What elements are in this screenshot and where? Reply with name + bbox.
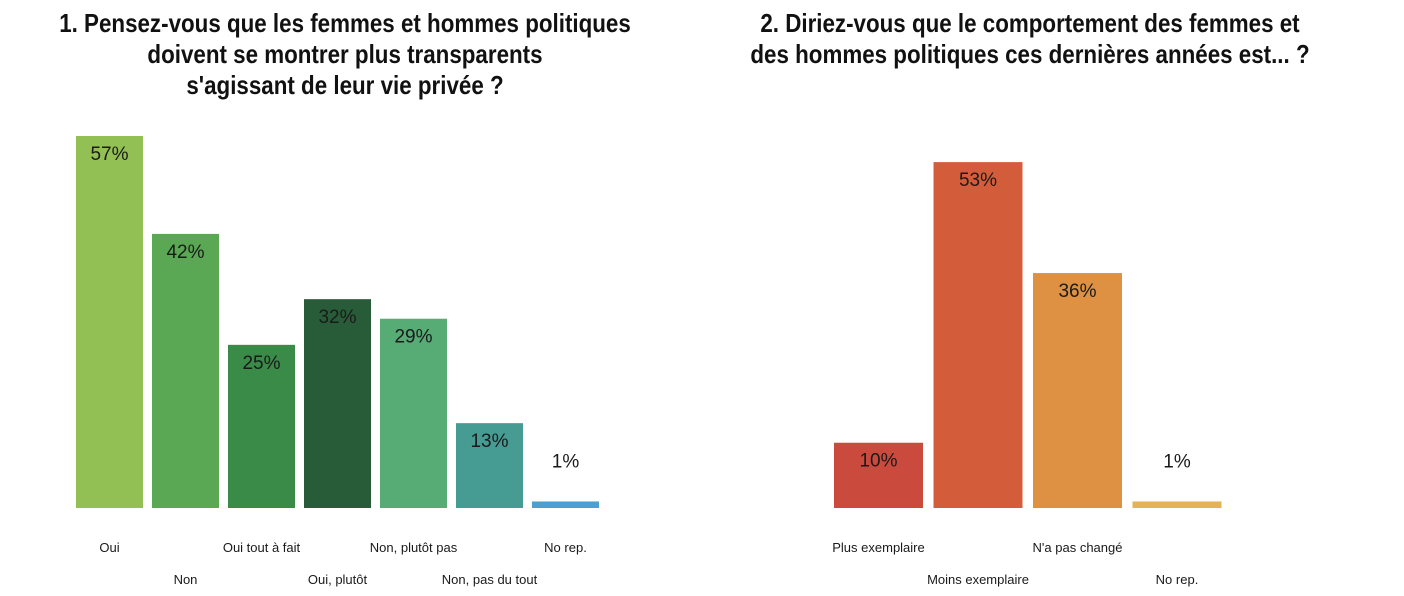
category-label: No rep. [544,540,587,555]
data-label: 29% [394,327,432,348]
bar [456,423,523,508]
category-label: Non [174,572,198,587]
data-label: 1% [552,451,580,472]
bar [152,233,219,509]
data-label: 32% [318,307,356,328]
data-label: 42% [166,242,204,263]
category-label: N'a pas changé [1033,540,1123,555]
data-label: 53% [959,170,997,191]
category-label: No rep. [1156,572,1199,587]
chart-behaviour: 2. Diriez-vous que le comportement des f… [690,0,1404,596]
chart-title: 2. Diriez-vous que le comportement des f… [750,8,1310,69]
category-label: Oui [99,540,119,555]
data-label: 13% [470,431,508,452]
chart-title: 1. Pensez-vous que les femmes et hommes … [59,8,631,100]
data-label: 10% [859,451,897,472]
data-label: 25% [242,353,280,374]
bar [228,344,295,508]
bar [380,318,447,508]
bar [1132,501,1222,508]
category-label: Moins exemplaire [927,572,1029,587]
bar [76,136,143,508]
data-label: 57% [90,144,128,165]
bar [304,299,371,508]
category-label: Non, plutôt pas [370,540,458,555]
bar [933,162,1023,508]
chart-plot: 57% Oui 42% Non 25% Oui tout à fait 32% Oui, pl… [76,136,599,587]
category-label: Oui tout à fait [223,540,301,555]
bar [1033,273,1122,508]
bar [834,442,923,508]
category-label: Plus exemplaire [832,540,925,555]
category-label: Non, pas du tout [442,572,538,587]
category-label: Oui, plutôt [308,572,368,587]
bar [532,501,599,508]
data-label: 36% [1058,281,1096,302]
data-label: 1% [1163,451,1191,472]
chart-transparency: 1. Pensez-vous que les femmes et hommes … [0,0,690,596]
chart-plot: 10% Plus exemplaire 53% Moins exemplaire 36%… [832,162,1222,587]
